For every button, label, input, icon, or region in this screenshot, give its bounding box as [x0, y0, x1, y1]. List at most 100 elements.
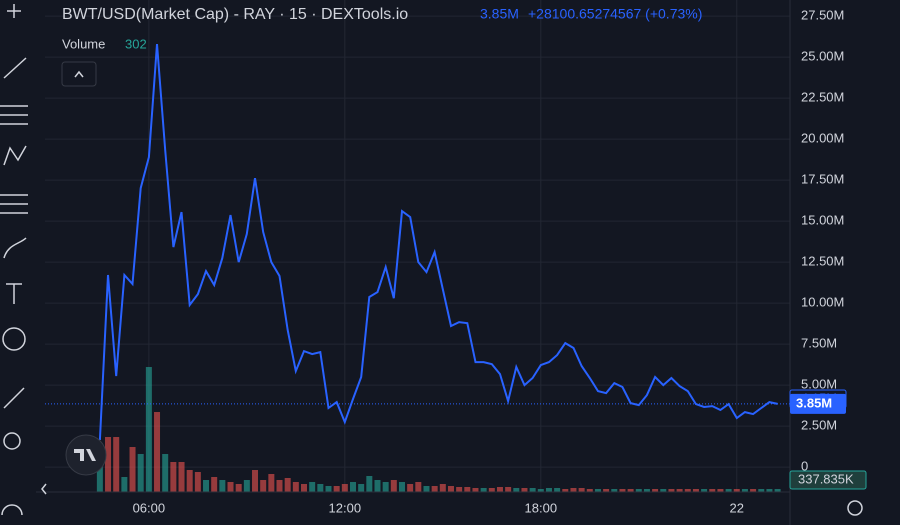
volume-bar	[382, 482, 389, 492]
volume-bar	[439, 484, 446, 492]
volume-bar	[464, 487, 471, 492]
volume-bar	[611, 489, 618, 492]
volume-bar	[96, 464, 103, 492]
volume-bar	[741, 489, 748, 492]
volume-bar	[325, 486, 332, 492]
volume-bar	[709, 489, 716, 492]
volume-bar	[154, 412, 161, 492]
volume-bar	[113, 437, 120, 492]
crosshair-icon[interactable]	[7, 4, 21, 18]
volume-bar	[603, 489, 610, 492]
volume-bar	[513, 488, 520, 492]
price-line	[98, 44, 778, 441]
volume-bar	[529, 488, 536, 492]
volume-bar	[586, 489, 593, 492]
volume-bar	[129, 447, 136, 492]
fib-icon[interactable]	[0, 105, 28, 125]
volume-bar	[276, 480, 283, 492]
y-tick-label: 10.00M	[801, 295, 844, 310]
zoom-icon[interactable]	[3, 432, 21, 450]
volume-label: 337.835K	[798, 471, 854, 486]
volume-bar	[545, 488, 552, 492]
y-tick-label: 25.00M	[801, 49, 844, 64]
volume-bar	[235, 484, 242, 492]
volume-bar	[594, 489, 601, 492]
price-label-box	[790, 393, 846, 414]
volume-bar	[252, 470, 259, 492]
volume-bar	[170, 462, 177, 492]
volume-bar	[333, 486, 340, 492]
caret-up	[74, 70, 84, 78]
x-tick-label: 18:00	[525, 500, 558, 515]
volume-bar	[774, 489, 781, 492]
brush-icon[interactable]	[3, 237, 27, 259]
pattern-icon[interactable]	[3, 145, 27, 166]
chart-title: BWT/USD(Market Cap) - RAY · 15 · DEXTool…	[62, 6, 408, 23]
volume-bar	[717, 489, 724, 492]
y-tick-label: 27.50M	[801, 8, 844, 23]
volume-bar	[554, 488, 561, 492]
volume-bar	[635, 489, 642, 492]
volume-bar	[488, 488, 495, 492]
y-tick-label: 0	[801, 459, 808, 474]
volume-bar	[358, 484, 365, 492]
axes: 0 2.50M 5.00M 7.50M 10.00M 12.50M 15.00M 17.50M…	[133, 8, 867, 515]
volume-bar	[423, 486, 430, 492]
volume-bar	[374, 480, 381, 492]
forecast-icon[interactable]	[0, 194, 28, 214]
volume-bar	[186, 470, 193, 492]
collapse-legend-button[interactable]	[61, 61, 97, 87]
trendline-icon[interactable]	[3, 57, 27, 79]
volume-bar	[521, 488, 528, 492]
volume-bar	[619, 489, 626, 492]
text-icon[interactable]	[6, 283, 22, 304]
volume-bar	[349, 482, 356, 492]
collapse-button[interactable]	[41, 483, 47, 495]
volume-bar	[496, 487, 503, 492]
volume-bar	[733, 489, 740, 492]
volume-bar	[627, 489, 634, 492]
volume-bar	[211, 477, 218, 492]
volume-bar	[643, 489, 650, 492]
tv-logo[interactable]	[65, 434, 107, 476]
y-tick-label: 17.50M	[801, 172, 844, 187]
y-tick-label: 15.00M	[801, 213, 844, 228]
volume-bar	[227, 482, 234, 492]
volume-label-box	[789, 470, 867, 490]
volume-bar	[668, 489, 675, 492]
x-tick-label: 06:00	[133, 500, 166, 515]
volume-bar	[366, 476, 373, 492]
settings-icon[interactable]	[847, 500, 863, 516]
volume-bar	[684, 489, 691, 492]
volume-bar	[178, 462, 185, 492]
volume-bar	[447, 486, 454, 492]
y-tick-label: 5.00M	[801, 377, 837, 392]
volume-bar	[341, 484, 348, 492]
volume-bar	[162, 454, 169, 492]
ruler-icon[interactable]	[3, 387, 25, 409]
volume-bar	[260, 480, 267, 492]
volume-bar	[243, 480, 250, 492]
header-change: +28100.65274567 (+0.73%)	[528, 6, 702, 22]
volume-bar	[301, 484, 308, 492]
volume-bar	[750, 489, 757, 492]
volume-bar	[317, 484, 324, 492]
volume-bar	[121, 477, 128, 492]
volume-bar	[309, 482, 316, 492]
volume-bar	[701, 489, 708, 492]
emoji-icon[interactable]	[2, 327, 26, 351]
volume-bar	[219, 480, 226, 492]
volume-title: Volume	[62, 36, 105, 51]
volume-bar	[145, 367, 152, 492]
volume-bar	[766, 489, 773, 492]
volume-bar	[456, 487, 463, 492]
volume-bar	[652, 489, 659, 492]
volume-bar	[537, 489, 544, 492]
y-tick-label: 12.50M	[801, 254, 844, 269]
volume-bar	[578, 488, 585, 492]
volume-bar	[570, 488, 577, 492]
magnet-icon[interactable]	[1, 504, 23, 516]
toolbar-bg	[0, 0, 36, 525]
volume-bar	[407, 484, 414, 492]
